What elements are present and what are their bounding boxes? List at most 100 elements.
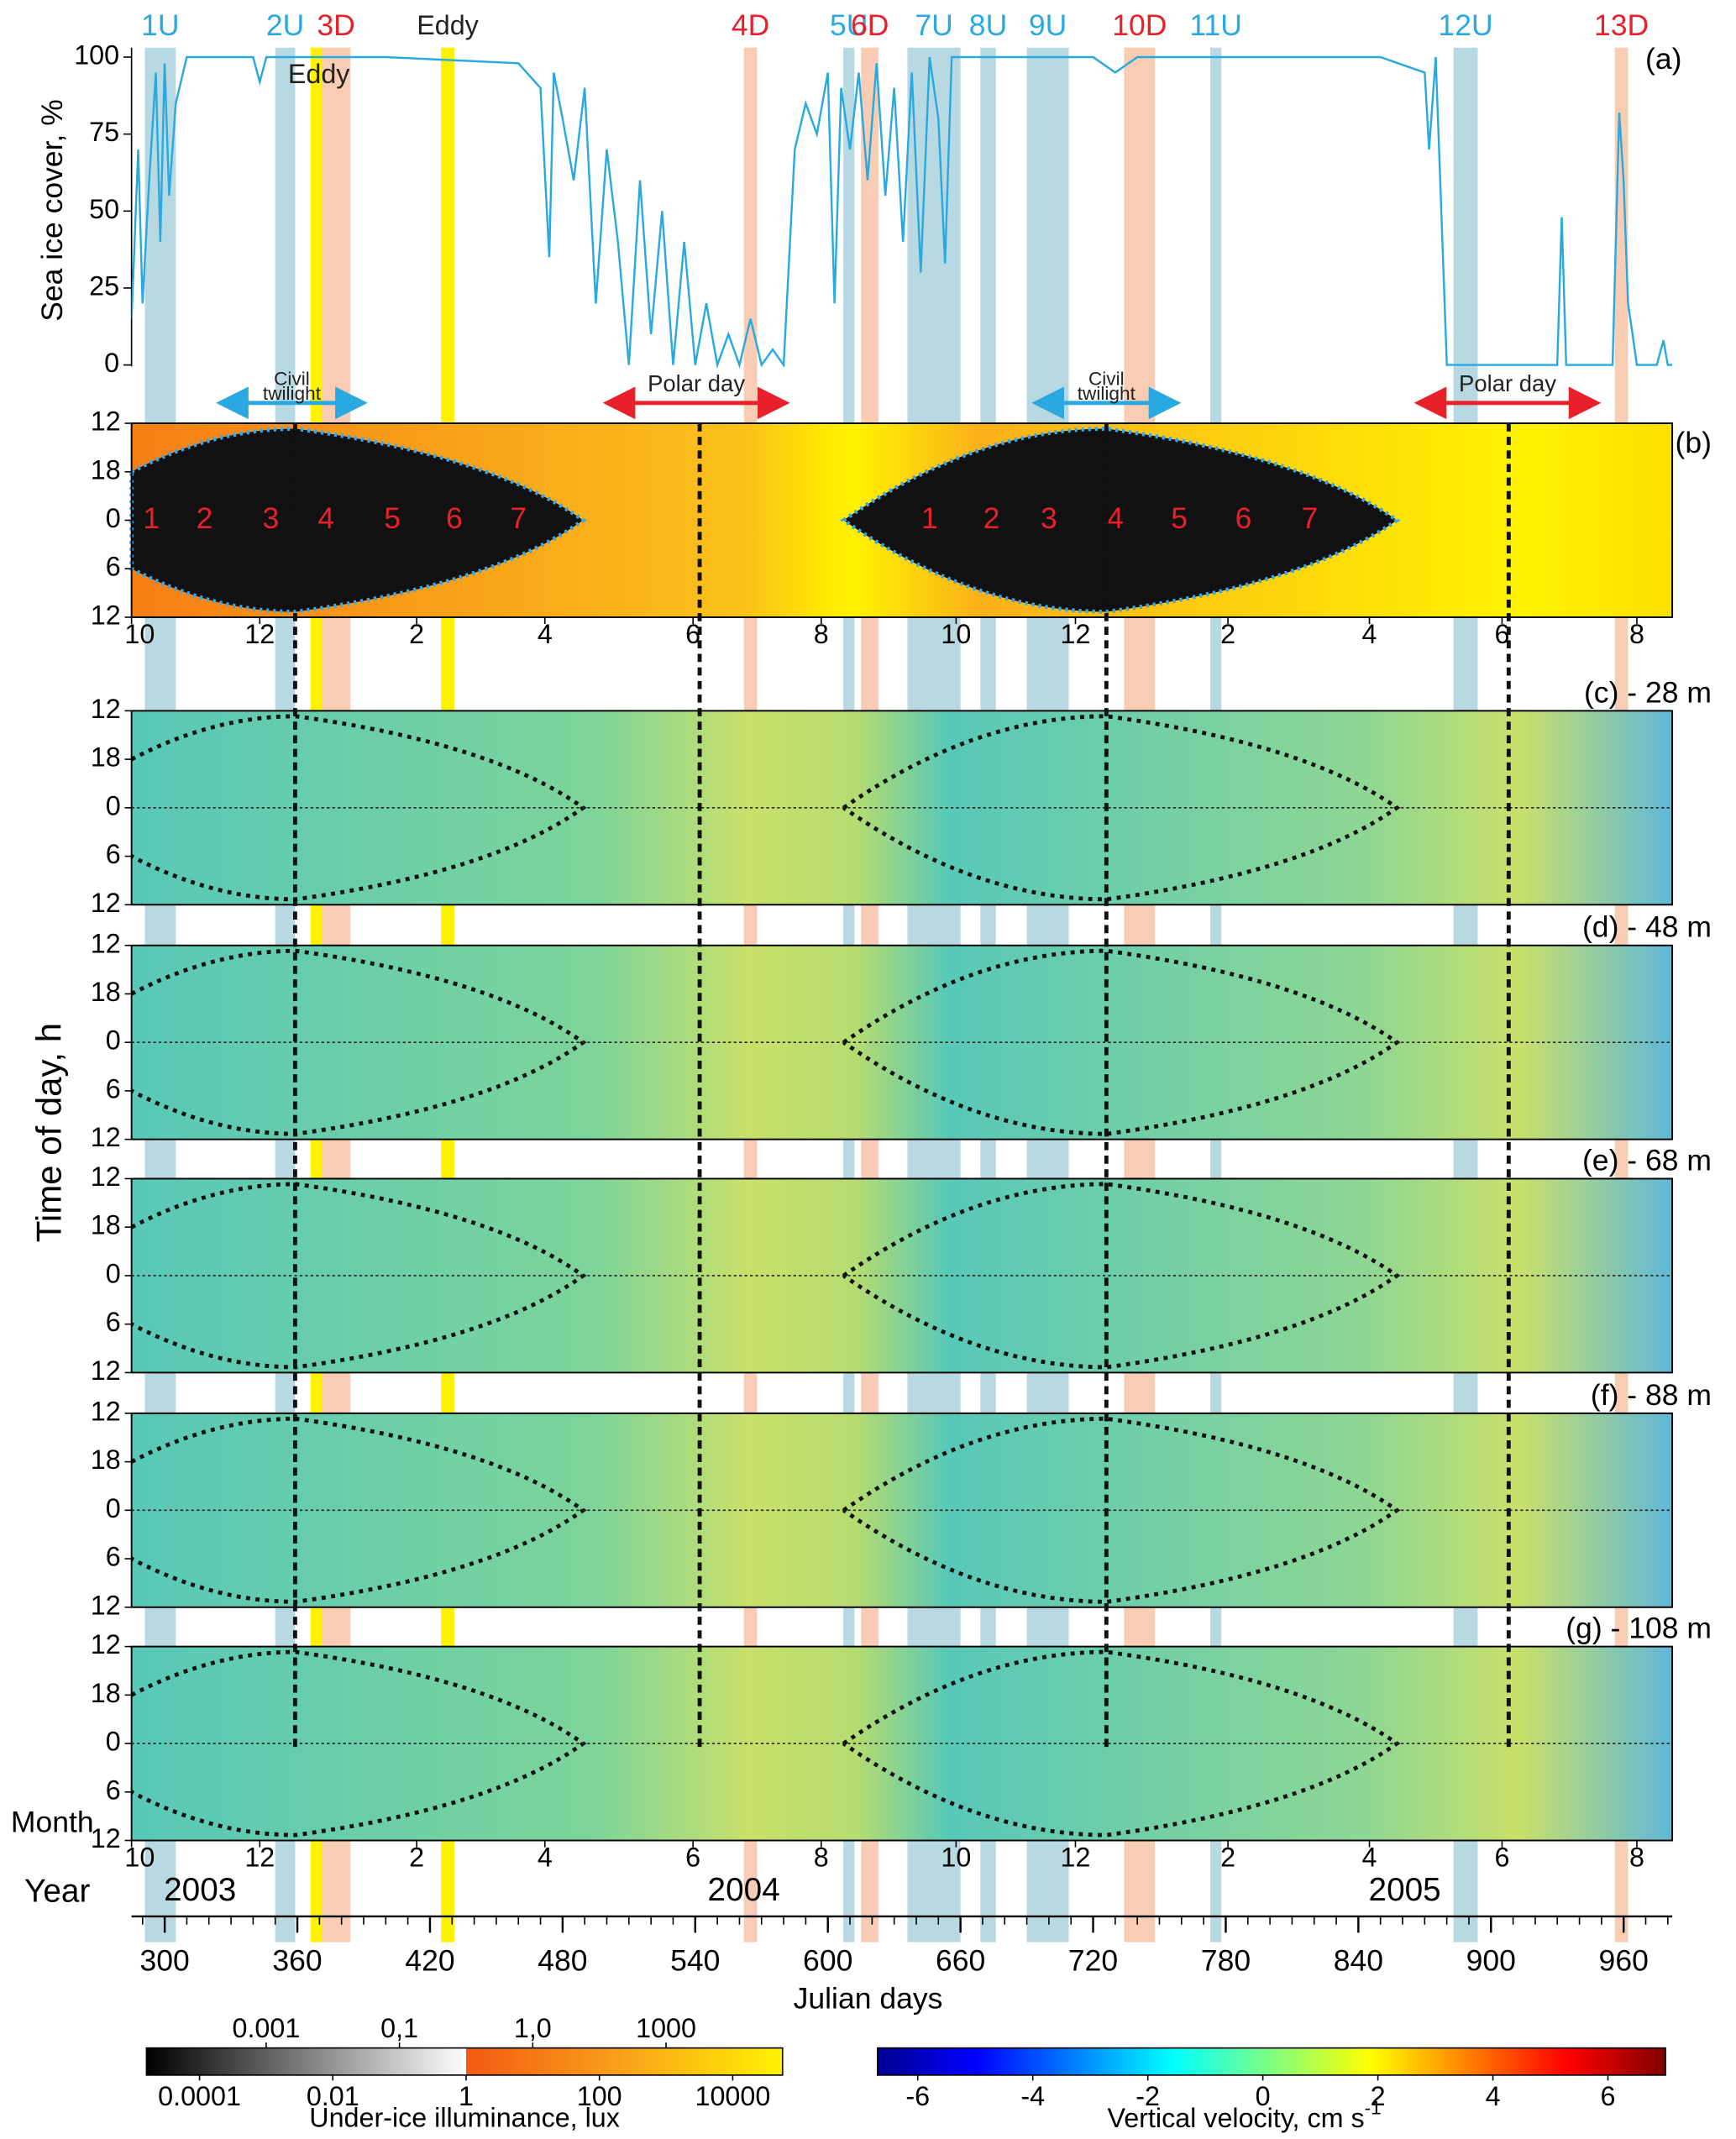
light-period-label: 4 xyxy=(317,501,334,535)
month-label: Month xyxy=(11,1806,94,1839)
colorbar-frame xyxy=(145,2047,784,2076)
event-label: 4D xyxy=(732,8,769,42)
colorbar-tick-label: 1,0 xyxy=(514,2013,552,2043)
x-tick-label: 480 xyxy=(538,1943,587,1977)
light-period-label: 5 xyxy=(384,501,401,535)
year-tick-label: 2003 xyxy=(164,1872,236,1908)
light-period-label: 7 xyxy=(510,501,527,535)
colorbar-tick-label: 10000 xyxy=(695,2081,771,2111)
light-period-label: 2 xyxy=(197,501,213,535)
time-tick-label: 6 xyxy=(106,1775,121,1805)
year-label: Year xyxy=(24,1874,90,1910)
panel-label: (c) - 28 m xyxy=(1584,675,1712,709)
colorbar-label-sup: -1 xyxy=(1365,2097,1382,2118)
time-tick-label: 12 xyxy=(91,1355,121,1386)
time-tick-label: 12 xyxy=(91,888,121,918)
time-tick-label: 0 xyxy=(106,1025,121,1056)
eddy-label: Eddy xyxy=(417,10,479,40)
time-tick-label: 12 xyxy=(91,1823,121,1853)
period-label: Polar day xyxy=(1459,370,1556,396)
event-label: 9U xyxy=(1029,8,1067,42)
time-tick-label: 18 xyxy=(91,977,121,1007)
month-tick-label: 10 xyxy=(124,1843,155,1873)
light-period-label: 3 xyxy=(263,501,280,535)
month-tick-label: 2 xyxy=(409,1843,424,1873)
time-tick-label: 0 xyxy=(106,1258,121,1288)
period-label: Polar day xyxy=(648,370,745,396)
month-tick-label: 4 xyxy=(1362,1843,1377,1873)
month-tick-label: 12 xyxy=(244,1843,275,1873)
colorbar-tick-label: 0.001 xyxy=(233,2013,301,2043)
month-tick-label: 10 xyxy=(941,619,971,649)
period-label: twilight xyxy=(263,383,322,404)
year-tick-label: 2005 xyxy=(1369,1872,1441,1908)
event-label: 3D xyxy=(317,8,354,42)
time-axis-label: Time of day, h xyxy=(29,1023,68,1242)
darkness-area xyxy=(129,427,587,614)
event-label: 10D xyxy=(1112,8,1167,42)
colorbar-tick-label: 100 xyxy=(577,2081,622,2111)
colorbar-tick-label: -4 xyxy=(1020,2081,1045,2111)
x-tick-label: 660 xyxy=(936,1943,985,1977)
time-tick-label: 12 xyxy=(91,694,121,724)
month-tick-label: 4 xyxy=(1362,619,1377,649)
month-tick-label: 10 xyxy=(124,619,155,649)
colorbar-tick-label: -2 xyxy=(1135,2081,1160,2111)
y-tick-label: 50 xyxy=(89,194,119,224)
event-label: 12U xyxy=(1438,8,1492,42)
light-period-label: 2 xyxy=(983,501,1000,535)
panel-label: (e) - 68 m xyxy=(1582,1144,1712,1177)
period-label: Civil xyxy=(1088,368,1125,389)
panel-label: (d) - 48 m xyxy=(1582,910,1712,944)
time-tick-label: 6 xyxy=(106,1542,121,1572)
time-tick-label: 0 xyxy=(106,1493,121,1523)
light-period-label: 4 xyxy=(1107,501,1124,535)
month-tick-label: 2 xyxy=(409,619,424,649)
event-label: 5U xyxy=(830,8,868,42)
time-tick-label: 0 xyxy=(106,1727,121,1757)
time-tick-label: 18 xyxy=(91,454,121,485)
month-tick-label: 6 xyxy=(1494,1843,1509,1873)
x-tick-label: 360 xyxy=(272,1943,322,1977)
light-period-label: 7 xyxy=(1302,501,1319,535)
y-tick-label: 25 xyxy=(89,270,119,301)
month-tick-label: 6 xyxy=(685,1843,700,1873)
light-period-label: 6 xyxy=(1235,501,1252,535)
x-tick-label: 960 xyxy=(1599,1943,1649,1977)
time-tick-label: 12 xyxy=(91,406,121,437)
x-tick-label: 540 xyxy=(670,1943,720,1977)
colorbar-dark xyxy=(146,2047,466,2075)
colorbar-tick-label: 4 xyxy=(1486,2081,1501,2111)
time-tick-label: 18 xyxy=(91,1444,121,1475)
month-tick-label: 6 xyxy=(1494,619,1509,649)
y-axis-label: Sea ice cover, % xyxy=(35,99,69,322)
panel-label: (b) xyxy=(1676,426,1712,459)
time-tick-label: 12 xyxy=(91,1396,121,1426)
time-tick-label: 12 xyxy=(91,1629,121,1659)
month-tick-label: 6 xyxy=(685,619,700,649)
period-label: Civil xyxy=(274,368,310,389)
colorbar-tick-label: 1000 xyxy=(636,2013,696,2043)
colorbar-velocity xyxy=(876,2047,1666,2076)
month-tick-label: 2 xyxy=(1220,1843,1235,1873)
month-tick-label: 8 xyxy=(1629,1843,1644,1873)
x-tick-label: 900 xyxy=(1466,1943,1516,1977)
time-tick-label: 6 xyxy=(106,839,121,869)
colorbar-tick-label: 0 xyxy=(1256,2081,1271,2111)
light-period-label: 1 xyxy=(143,501,160,535)
month-tick-label: 2 xyxy=(1220,619,1235,649)
event-label: 7U xyxy=(915,8,952,42)
colorbar-tick-label: 0.0001 xyxy=(158,2081,241,2111)
colorbar-label: Under-ice illuminance, lux xyxy=(309,2103,620,2133)
x-axis-label: Julian days xyxy=(794,1981,943,2015)
time-tick-label: 12 xyxy=(91,1590,121,1620)
month-tick-label: 12 xyxy=(1061,619,1091,649)
period-label: twilight xyxy=(1078,383,1136,404)
x-tick-label: 840 xyxy=(1334,1943,1383,1977)
month-tick-label: 12 xyxy=(1061,1843,1091,1873)
x-tick-label: 420 xyxy=(405,1943,454,1977)
x-tick-label: 720 xyxy=(1068,1943,1118,1977)
event-label: 13D xyxy=(1594,8,1649,42)
y-tick-label: 0 xyxy=(104,348,119,378)
